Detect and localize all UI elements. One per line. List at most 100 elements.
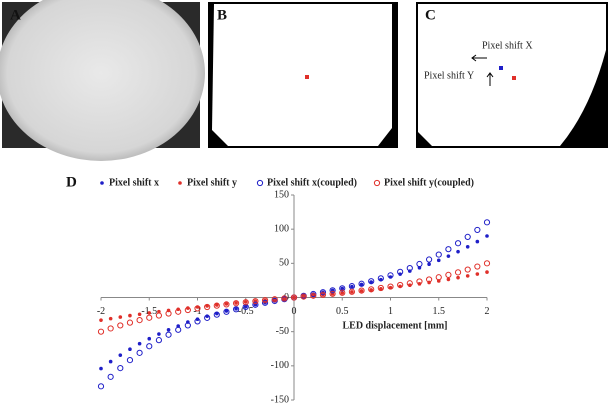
point	[243, 300, 248, 304]
point	[446, 277, 451, 282]
point	[292, 295, 296, 300]
annotation: Pixel shift Y	[424, 70, 474, 81]
point	[340, 291, 345, 295]
point	[475, 272, 480, 276]
point	[147, 311, 152, 315]
point	[350, 290, 354, 294]
point	[426, 256, 433, 263]
panel-c: Pixel shift X Pixel shift Y C	[416, 2, 608, 148]
point	[483, 219, 491, 226]
x-axis-label: LED displacement [mm]	[343, 320, 448, 331]
point	[234, 306, 238, 311]
point	[416, 278, 423, 285]
point	[261, 297, 269, 304]
y-tick-label: -50	[276, 326, 289, 337]
point	[290, 294, 298, 301]
point	[194, 318, 201, 325]
point	[436, 258, 441, 263]
point	[242, 299, 249, 306]
point	[118, 315, 123, 319]
point	[271, 296, 278, 303]
y-tick-label: 150	[274, 189, 289, 200]
point	[300, 293, 307, 300]
point	[108, 359, 113, 364]
x-tick-label: -0.5	[238, 306, 254, 317]
point	[397, 268, 404, 275]
point	[358, 280, 365, 287]
legend-marker	[256, 179, 264, 187]
panel-a: A	[0, 0, 205, 161]
point	[465, 274, 470, 278]
x-tick-label: 1	[388, 306, 393, 317]
point	[281, 295, 288, 302]
legend-label: Pixel shift x(coupled)	[267, 177, 357, 188]
panel-b: B	[208, 2, 398, 148]
point	[358, 287, 365, 294]
point	[126, 356, 134, 364]
arrow	[471, 54, 487, 62]
point	[464, 233, 471, 240]
legend-marker	[178, 181, 182, 185]
point	[474, 226, 481, 234]
point	[136, 349, 143, 356]
point	[464, 266, 471, 273]
point	[128, 347, 132, 352]
point	[223, 301, 230, 308]
point	[194, 305, 201, 312]
point	[339, 285, 346, 292]
point	[155, 312, 162, 319]
point	[224, 302, 229, 306]
point	[301, 294, 306, 299]
point	[319, 291, 327, 298]
point	[136, 317, 143, 324]
point	[348, 288, 355, 295]
point	[340, 286, 345, 291]
image-field	[212, 4, 392, 146]
point	[108, 316, 113, 321]
point	[97, 328, 105, 335]
point	[465, 244, 470, 249]
point	[416, 260, 423, 268]
point	[485, 270, 489, 274]
point	[252, 301, 259, 308]
point	[446, 254, 451, 258]
legend-label: Pixel shift x	[109, 177, 159, 188]
point	[456, 275, 460, 280]
x-tick-label: 2	[485, 306, 490, 317]
point	[118, 353, 123, 357]
point	[310, 292, 317, 299]
panel-label: A	[10, 7, 21, 23]
y-tick-label: -100	[271, 360, 289, 371]
legend-marker	[373, 179, 381, 187]
point	[213, 311, 220, 318]
point	[379, 287, 383, 291]
point	[223, 308, 230, 315]
point	[435, 251, 442, 258]
point	[146, 314, 153, 321]
point	[165, 310, 172, 317]
point	[359, 282, 364, 287]
point	[369, 280, 374, 284]
image-field	[418, 4, 606, 146]
panel-label: C	[425, 7, 436, 23]
point	[137, 312, 142, 317]
point	[445, 246, 452, 253]
image-field	[0, 0, 205, 161]
point	[406, 280, 413, 287]
point	[166, 328, 171, 332]
point	[234, 301, 238, 305]
point	[368, 286, 375, 293]
point	[155, 337, 162, 344]
point	[377, 275, 384, 282]
point	[107, 325, 114, 332]
x-tick-label: 1.5	[433, 306, 446, 317]
point	[329, 290, 336, 297]
point	[184, 322, 191, 329]
x-tick-label: 0	[292, 306, 297, 317]
point	[233, 306, 240, 313]
point	[454, 269, 462, 276]
point	[117, 364, 124, 372]
point	[213, 302, 220, 309]
legend-marker	[100, 181, 104, 185]
